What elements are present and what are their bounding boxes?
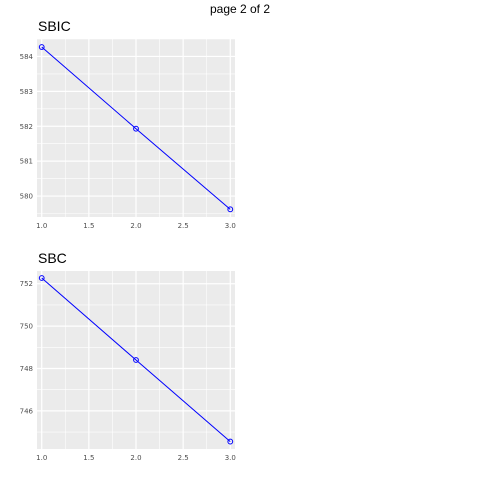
x-tick-label: 2.5 bbox=[178, 222, 189, 230]
data-point bbox=[133, 357, 139, 363]
y-tick-label: 750 bbox=[20, 323, 33, 331]
y-tick-label: 581 bbox=[20, 158, 33, 166]
chart-title-sbc: SBC bbox=[38, 250, 67, 266]
y-tick-label: 746 bbox=[20, 407, 34, 415]
chart-sbc: 1.0 1.5 2.0 2.5 3.0 746 748 750 752 bbox=[20, 271, 236, 462]
y-tick-label: 752 bbox=[20, 280, 33, 288]
data-point bbox=[38, 275, 45, 281]
data-point bbox=[227, 206, 234, 213]
y-tick-label: 583 bbox=[20, 88, 33, 96]
y-tick-label: 582 bbox=[20, 123, 33, 131]
series-line bbox=[41, 46, 231, 210]
x-tick-label: 2.0 bbox=[130, 222, 141, 230]
y-tick-label: 584 bbox=[20, 53, 34, 61]
x-tick-label: 1.5 bbox=[83, 222, 94, 230]
x-tick-label: 3.0 bbox=[225, 222, 236, 230]
x-tick-label: 3.0 bbox=[225, 454, 236, 462]
series-line bbox=[41, 277, 231, 442]
x-tick-label: 1.0 bbox=[36, 222, 47, 230]
y-tick-label: 748 bbox=[20, 365, 33, 373]
data-point bbox=[227, 438, 234, 445]
chart-sbic: 1.0 1.5 2.0 2.5 3.0 580 581 582 583 584 bbox=[20, 38, 236, 230]
y-tick-label: 580 bbox=[20, 193, 33, 201]
x-tick-label: 2.5 bbox=[178, 454, 189, 462]
data-point bbox=[38, 44, 45, 50]
page-label: page 2 of 2 bbox=[209, 2, 271, 16]
data-point bbox=[133, 125, 139, 132]
chart-title-sbic: SBIC bbox=[38, 18, 71, 34]
x-tick-label: 1.0 bbox=[36, 454, 47, 462]
x-tick-label: 1.5 bbox=[83, 454, 94, 462]
x-tick-label: 2.0 bbox=[130, 454, 141, 462]
